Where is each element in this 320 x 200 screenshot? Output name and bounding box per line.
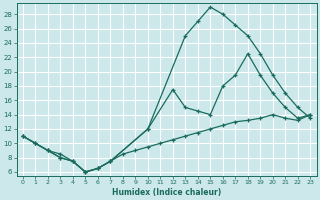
X-axis label: Humidex (Indice chaleur): Humidex (Indice chaleur) <box>112 188 221 197</box>
